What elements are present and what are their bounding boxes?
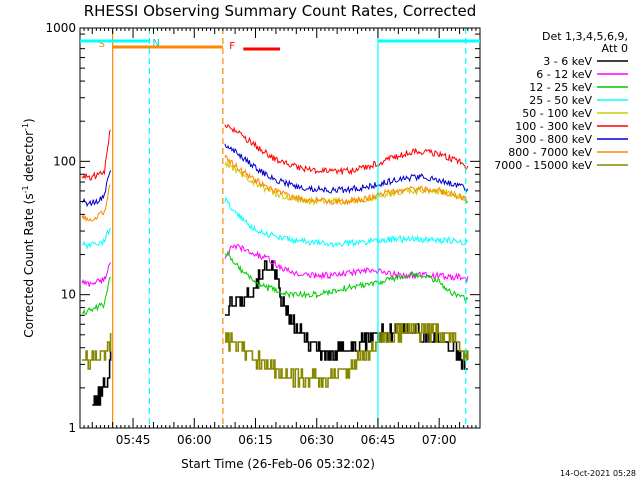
y-axis-title-part-3: ) bbox=[22, 118, 36, 123]
legend-header-line-2: Att 0 bbox=[602, 42, 628, 55]
x-tick-label-5: 06:45 bbox=[361, 433, 396, 447]
series-line-1-part-1 bbox=[92, 351, 112, 406]
legend-label-2: 6 - 12 keV bbox=[536, 68, 592, 81]
y-tick-label-3: 100 bbox=[53, 154, 76, 168]
series-line-3-part-1 bbox=[81, 276, 111, 316]
legend-label-9: 7000 - 15000 keV bbox=[494, 159, 592, 172]
x-tick-label-6: 07:00 bbox=[422, 433, 457, 447]
y-tick-label-2: 10 bbox=[61, 288, 76, 302]
y-axis: 1 10 100 1000 bbox=[45, 21, 480, 435]
series-line-7-part-2 bbox=[224, 143, 469, 195]
series-line-2-part-1 bbox=[81, 262, 112, 287]
legend-label-6: 100 - 300 keV bbox=[515, 120, 592, 133]
x-axis: 05:45 06:00 06:15 06:30 06:45 07:00 bbox=[79, 28, 481, 447]
series-line-4-part-1 bbox=[81, 227, 112, 251]
interval-label-f: F bbox=[229, 41, 235, 52]
legend-header-line-1: Det 1,3,4,5,6,9, bbox=[542, 30, 628, 43]
chart-title: RHESSI Observing Summary Count Rates, Co… bbox=[84, 2, 477, 20]
series-line-7-part-1 bbox=[81, 170, 112, 208]
series-line-4-part-2 bbox=[224, 196, 469, 249]
legend-label-5: 50 - 100 keV bbox=[522, 107, 592, 120]
series-line-6-part-1 bbox=[81, 129, 112, 181]
legend-label-7: 300 - 800 keV bbox=[515, 133, 592, 146]
legend-label-4: 25 - 50 keV bbox=[529, 94, 592, 107]
interval-label-s: S bbox=[99, 39, 105, 50]
x-tick-label-3: 06:15 bbox=[238, 433, 273, 447]
y-axis-title: Corrected Count Rate (s-1 detector-1) bbox=[21, 118, 36, 337]
y-axis-title-sup-2: -1 bbox=[21, 123, 30, 131]
legend-label-1: 3 - 6 keV bbox=[543, 55, 592, 68]
series-line-3-part-2 bbox=[224, 249, 469, 305]
y-axis-title-part-1: Corrected Count Rate (s bbox=[22, 193, 36, 337]
x-tick-label-1: 05:45 bbox=[116, 433, 151, 447]
footer-timestamp: 14-Oct-2021 05:28 bbox=[560, 469, 636, 478]
series-line-9-part-1 bbox=[82, 333, 112, 370]
series-line-2-part-2 bbox=[224, 244, 469, 283]
legend-label-8: 800 - 7000 keV bbox=[508, 146, 592, 159]
series-line-6-part-2 bbox=[224, 124, 469, 176]
x-tick-label-2: 06:00 bbox=[177, 433, 212, 447]
y-tick-label-4: 1000 bbox=[45, 21, 76, 35]
legend-label-3: 12 - 25 keV bbox=[529, 81, 592, 94]
series-line-9-part-2 bbox=[224, 323, 469, 388]
x-tick-label-4: 06:30 bbox=[299, 433, 334, 447]
series-line-8-part-2 bbox=[224, 154, 469, 206]
y-axis-title-part-2: detector bbox=[22, 131, 36, 186]
y-axis-title-sup-1: -1 bbox=[21, 185, 30, 193]
x-axis-title: Start Time (26-Feb-06 05:32:02) bbox=[181, 457, 375, 471]
y-tick-label-1: 1 bbox=[68, 421, 76, 435]
plot-area bbox=[81, 28, 469, 428]
series-line-8-part-1 bbox=[81, 184, 111, 223]
series-line-1-part-2 bbox=[224, 260, 468, 370]
interval-label-n: N bbox=[152, 38, 159, 49]
